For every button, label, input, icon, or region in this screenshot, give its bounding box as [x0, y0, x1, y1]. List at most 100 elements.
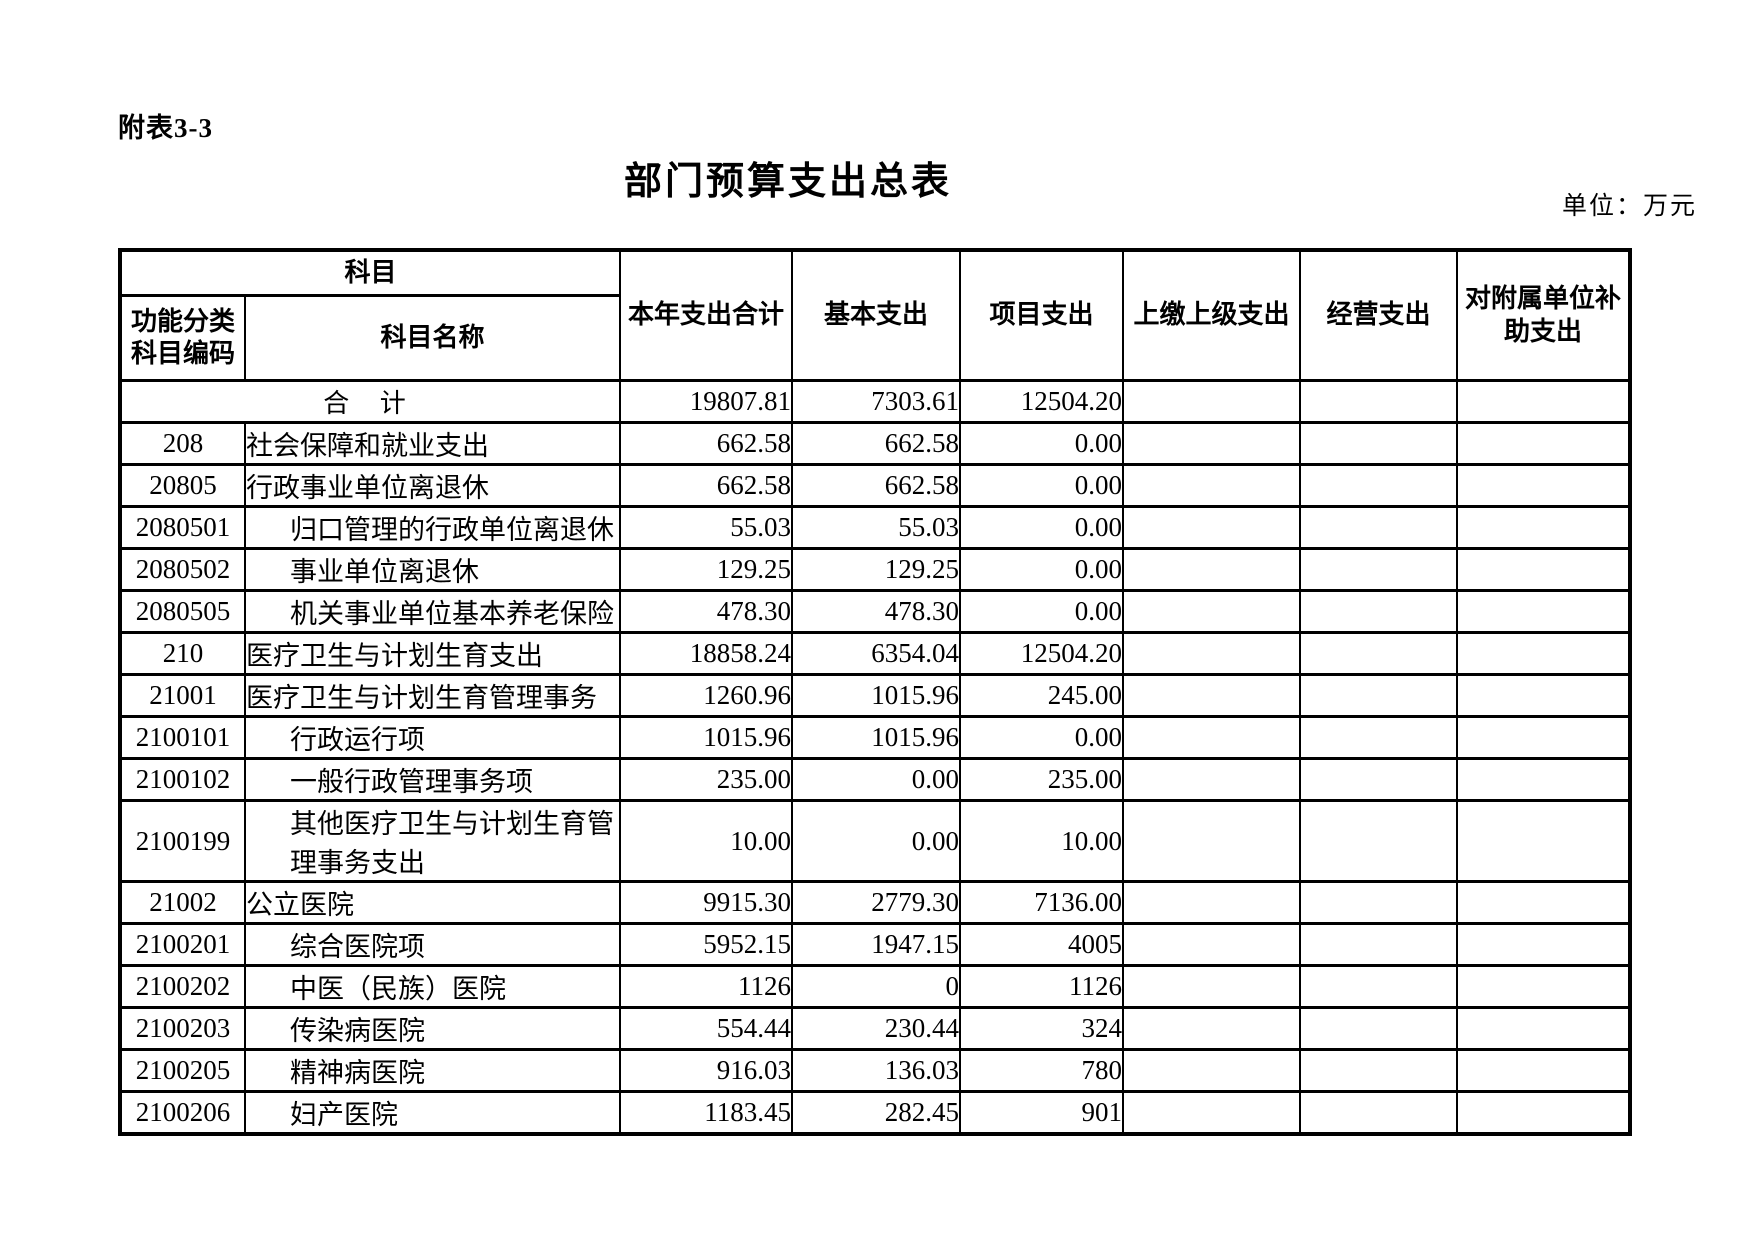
header-upper: 上缴上级支出	[1122, 248, 1302, 382]
row-operating-cell	[1299, 673, 1459, 718]
row-name-cell: 归口管理的行政单位离退休	[243, 505, 622, 550]
row-total-cell: 478.30	[619, 589, 794, 634]
row-subsidy-cell	[1456, 379, 1632, 424]
row-name-cell: 精神病医院	[243, 1048, 622, 1093]
table-row: 20805 行政事业单位离退休 662.58 662.58 0.00	[119, 463, 1632, 508]
row-total-cell: 1183.45	[619, 1090, 794, 1136]
row-upper-cell	[1122, 1090, 1302, 1136]
row-basic-cell: 0.00	[791, 799, 962, 883]
row-basic-cell: 6354.04	[791, 631, 962, 676]
row-upper-cell	[1122, 799, 1302, 883]
row-upper-cell	[1122, 880, 1302, 925]
row-upper-cell	[1122, 1048, 1302, 1093]
header-project: 项目支出	[959, 248, 1125, 382]
row-total-cell: 662.58	[619, 421, 794, 466]
row-name-cell: 合 计	[118, 379, 622, 424]
table-row: 2100201 综合医院项 5952.15 1947.15 4005	[119, 922, 1632, 967]
row-project-cell: 901	[959, 1090, 1125, 1136]
table-row: 208 社会保障和就业支出 662.58 662.58 0.00	[119, 421, 1632, 466]
row-name-cell: 医疗卫生与计划生育支出	[243, 631, 622, 676]
row-name-cell: 行政运行项	[243, 715, 622, 760]
page-title: 部门预算支出总表	[623, 161, 952, 203]
row-subsidy-cell	[1456, 799, 1632, 883]
row-operating-cell	[1299, 715, 1459, 760]
table-row: 2100102 一般行政管理事务项 235.00 0.00 235.00	[119, 757, 1632, 802]
row-name-cell: 其他医疗卫生与计划生育管理事务支出	[243, 799, 622, 883]
row-project-cell: 235.00	[959, 757, 1125, 802]
row-upper-cell	[1122, 547, 1302, 592]
row-operating-cell	[1299, 463, 1459, 508]
row-basic-cell: 0.00	[791, 757, 962, 802]
budget-table: 科目 本年支出合计 基本支出 项目支出 上缴上级支出 经营支出 对附属单位补助支…	[118, 248, 1633, 1136]
row-upper-cell	[1122, 631, 1302, 676]
row-upper-cell	[1122, 964, 1302, 1009]
row-upper-cell	[1122, 673, 1302, 718]
row-code-cell: 2080501	[119, 505, 246, 550]
row-basic-cell: 1015.96	[791, 673, 962, 718]
row-upper-cell	[1122, 757, 1302, 802]
row-operating-cell	[1299, 922, 1459, 967]
row-name-cell: 公立医院	[243, 880, 622, 925]
row-subsidy-cell	[1456, 673, 1632, 718]
row-operating-cell	[1299, 1090, 1459, 1136]
row-basic-cell: 2779.30	[791, 880, 962, 925]
row-total-cell: 235.00	[619, 757, 794, 802]
table-row: 210 医疗卫生与计划生育支出 18858.24 6354.04 12504.2…	[119, 631, 1632, 676]
row-basic-cell: 282.45	[791, 1090, 962, 1136]
row-subsidy-cell	[1456, 715, 1632, 760]
table-row: 2100199 其他医疗卫生与计划生育管理事务支出 10.00 0.00 10.…	[119, 799, 1632, 883]
table-row: 2100205 精神病医院 916.03 136.03 780	[119, 1048, 1632, 1093]
row-operating-cell	[1299, 757, 1459, 802]
header-name: 科目名称	[243, 294, 622, 382]
row-basic-cell: 1015.96	[791, 715, 962, 760]
row-project-cell: 7136.00	[959, 880, 1125, 925]
row-operating-cell	[1299, 799, 1459, 883]
row-upper-cell	[1122, 505, 1302, 550]
row-basic-cell: 7303.61	[791, 379, 962, 424]
row-total-cell: 662.58	[619, 463, 794, 508]
table-row: 21001 医疗卫生与计划生育管理事务 1260.96 1015.96 245.…	[119, 673, 1632, 718]
table-row: 合 计 19807.81 7303.61 12504.20	[118, 379, 1632, 424]
row-code-cell: 210	[119, 631, 246, 676]
row-project-cell: 245.00	[959, 673, 1125, 718]
row-basic-cell: 230.44	[791, 1006, 962, 1051]
row-upper-cell	[1122, 589, 1302, 634]
row-subsidy-cell	[1456, 757, 1632, 802]
row-code-cell: 21002	[119, 880, 246, 925]
row-upper-cell	[1122, 715, 1302, 760]
row-project-cell: 0.00	[959, 715, 1125, 760]
row-operating-cell	[1299, 379, 1459, 424]
row-code-cell: 20805	[119, 463, 246, 508]
row-name-cell: 事业单位离退休	[243, 547, 622, 592]
row-name-cell: 传染病医院	[243, 1006, 622, 1051]
row-name-cell: 综合医院项	[243, 922, 622, 967]
header-subject: 科目	[118, 248, 622, 297]
row-operating-cell	[1299, 421, 1459, 466]
row-code-cell: 2100205	[119, 1048, 246, 1093]
row-subsidy-cell	[1456, 505, 1632, 550]
row-code-cell: 2080505	[119, 589, 246, 634]
row-basic-cell: 478.30	[791, 589, 962, 634]
row-project-cell: 12504.20	[959, 631, 1125, 676]
header-total: 本年支出合计	[619, 248, 794, 382]
table-row: 2080505 机关事业单位基本养老保险 478.30 478.30 0.00	[119, 589, 1632, 634]
row-project-cell: 0.00	[959, 547, 1125, 592]
row-operating-cell	[1299, 1048, 1459, 1093]
row-code-cell: 2100101	[119, 715, 246, 760]
table-row: 21002 公立医院 9915.30 2779.30 7136.00	[119, 880, 1632, 925]
row-subsidy-cell	[1456, 1090, 1632, 1136]
row-project-cell: 780	[959, 1048, 1125, 1093]
row-total-cell: 55.03	[619, 505, 794, 550]
row-code-cell: 2080502	[119, 547, 246, 592]
table-row: 2100203 传染病医院 554.44 230.44 324	[119, 1006, 1632, 1051]
row-basic-cell: 662.58	[791, 463, 962, 508]
row-project-cell: 0.00	[959, 589, 1125, 634]
table-row: 2100101 行政运行项 1015.96 1015.96 0.00	[119, 715, 1632, 760]
row-subsidy-cell	[1456, 589, 1632, 634]
row-upper-cell	[1122, 463, 1302, 508]
row-upper-cell	[1122, 1006, 1302, 1051]
row-subsidy-cell	[1456, 1048, 1632, 1093]
table-row: 2080502 事业单位离退休 129.25 129.25 0.00	[119, 547, 1632, 592]
row-project-cell: 1126	[959, 964, 1125, 1009]
